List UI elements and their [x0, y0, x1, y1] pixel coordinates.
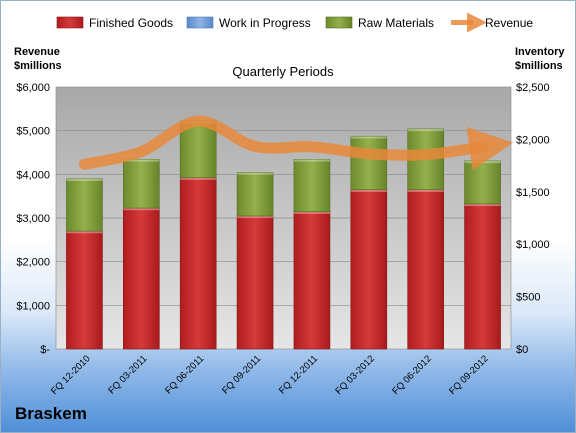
right-tick-label: $1,000 [516, 239, 550, 251]
left-tick-label: $- [40, 344, 50, 356]
bar-highlight [237, 215, 274, 219]
bar-finished-goods [66, 230, 103, 350]
x-tick-label: FQ 09-2012 [447, 353, 491, 397]
bar-highlight [464, 203, 501, 207]
x-tick-label: FQ 06-2011 [163, 353, 206, 396]
bar-highlight [123, 208, 160, 211]
right-axis-title-line2: $millions [515, 60, 563, 72]
bar-highlight [123, 159, 160, 162]
right-tick-label: $1,500 [516, 187, 550, 199]
x-tick-label: FQ 03-2011 [106, 353, 149, 396]
bar-raw-materials [123, 159, 160, 209]
company-name: Braskem [15, 404, 87, 423]
left-axis-title-line2: $millions [14, 60, 62, 72]
right-tick-label: $500 [516, 292, 540, 304]
legend-label-raw-materials: Raw Materials [358, 16, 434, 30]
legend: Finished Goods Work in Progress Raw Mate… [56, 12, 533, 33]
bar-raw-materials [293, 159, 331, 213]
bar-highlight [350, 189, 387, 192]
bar-finished-goods [179, 177, 217, 350]
bar-highlight [66, 231, 103, 234]
bar-finished-goods [236, 215, 274, 350]
left-tick-label: $3,000 [16, 213, 50, 225]
bar-raw-materials [179, 120, 217, 178]
bar-highlight [350, 136, 387, 139]
x-tick-label: FQ 12-2010 [49, 353, 93, 397]
bar-finished-goods [350, 189, 388, 350]
right-tick-label: $2,000 [516, 134, 550, 146]
x-tick-label: FQ 12-2011 [277, 353, 320, 396]
left-tick-label: $5,000 [16, 126, 50, 138]
x-axis-ticks: FQ 12-2010 FQ 03-2011 FQ 06-2011 FQ 09-2011… [49, 353, 491, 397]
bar-raw-materials [66, 178, 103, 232]
x-tick-label: FQ 09-2011 [220, 353, 263, 396]
right-tick-label: $0 [516, 344, 528, 356]
bar-finished-goods [464, 203, 501, 350]
right-axis-title-line1: Inventory [515, 46, 565, 58]
chart-subtitle: Quarterly Periods [232, 64, 334, 79]
left-tick-label: $4,000 [16, 169, 50, 181]
bar-raw-materials [350, 135, 388, 191]
left-axis-ticks: $6,000 $5,000 $4,000 $3,000 $2,000 $1,000 $- [16, 82, 50, 356]
bars [66, 120, 501, 350]
bar-highlight [66, 178, 103, 181]
bar-highlight [407, 189, 444, 192]
legend-label-finished-goods: Finished Goods [89, 16, 173, 30]
bar-raw-materials [236, 172, 274, 217]
revenue-line [78, 115, 514, 171]
right-tick-label: $2,500 [516, 82, 550, 94]
bar-highlight [464, 160, 501, 164]
left-axis-title-line1: Revenue [14, 46, 60, 58]
legend-swatch-raw-materials [325, 16, 353, 29]
right-axis-ticks: $2,500 $2,000 $1,500 $1,000 $500 $0 [516, 82, 550, 356]
x-tick-label: FQ 06-2012 [390, 353, 434, 397]
bar-highlight [180, 177, 217, 180]
bar-finished-goods [407, 189, 444, 350]
revenue-line-group [78, 115, 514, 171]
bar-highlight [237, 172, 274, 175]
left-tick-label: $1,000 [16, 300, 50, 312]
legend-label-work-in-progress: Work in Progress [219, 16, 311, 30]
legend-swatch-finished-goods [56, 16, 84, 29]
bar-finished-goods [123, 207, 160, 350]
bar-highlight [407, 128, 444, 132]
legend-swatch-work-in-progress [186, 16, 214, 29]
bar-highlight [293, 159, 330, 162]
x-tick-label: FQ 03-2012 [333, 353, 377, 397]
bar-highlight [293, 211, 330, 214]
legend-label-revenue: Revenue [485, 16, 533, 30]
left-tick-label: $2,000 [16, 257, 50, 269]
bar-raw-materials [464, 160, 501, 205]
bar-finished-goods [293, 211, 331, 350]
left-tick-label: $6,000 [16, 82, 50, 94]
